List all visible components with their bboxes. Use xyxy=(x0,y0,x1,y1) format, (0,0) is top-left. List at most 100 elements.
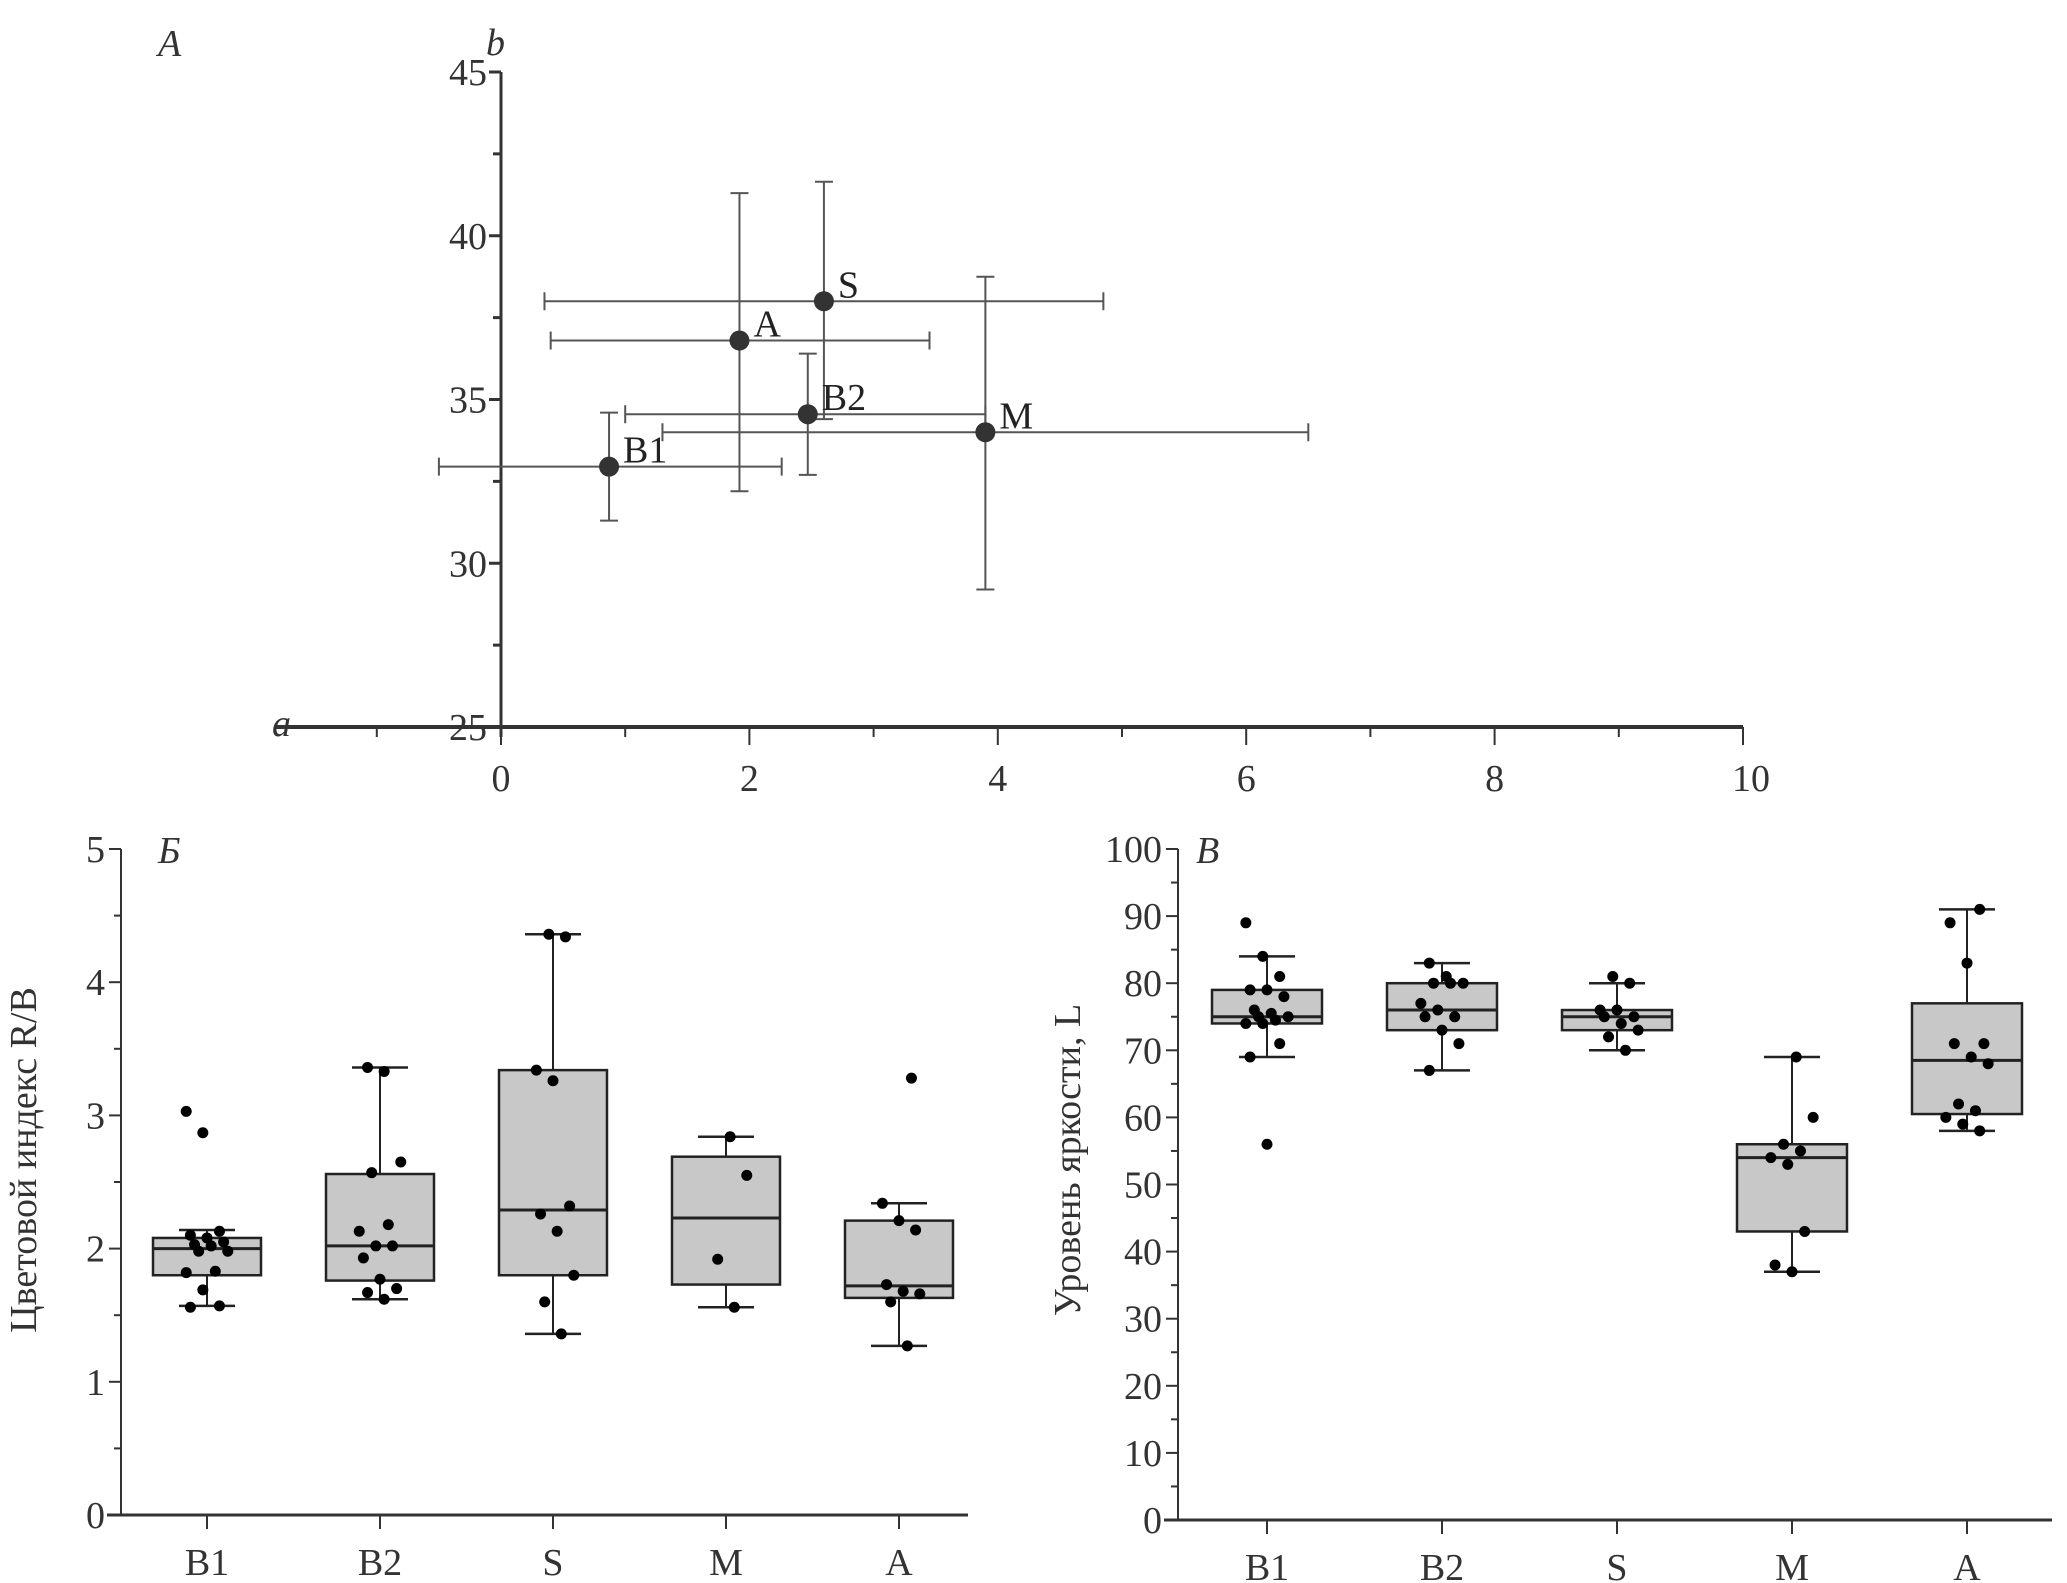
data-point xyxy=(1257,950,1269,962)
panel-c-axes: 0 10 20 30 40 50 60 70 80 90 100 B1 B2 S M A xyxy=(1105,829,2052,1583)
data-point xyxy=(1790,1051,1802,1063)
point-label: S xyxy=(838,264,859,306)
data-point xyxy=(1282,1011,1294,1023)
data-point xyxy=(881,1279,893,1291)
data-point xyxy=(1961,957,1973,969)
y-axis-title-b: Цветовой индекс R/B xyxy=(3,987,45,1333)
x-tick-label: 0 xyxy=(492,758,511,800)
data-point xyxy=(1453,1038,1465,1050)
data-point xyxy=(1436,1024,1448,1036)
data-point xyxy=(551,1225,563,1237)
data-point xyxy=(1449,1011,1461,1023)
data-point-s: S xyxy=(543,180,1105,421)
y-tick-label: 80 xyxy=(1124,963,1162,1005)
data-point xyxy=(222,1245,234,1257)
data-point xyxy=(530,1064,542,1076)
data-point xyxy=(539,1296,551,1308)
data-point xyxy=(374,1273,386,1285)
x-tick-label: B2 xyxy=(1420,1547,1464,1583)
x-tick-label: B1 xyxy=(1245,1547,1289,1583)
data-point xyxy=(197,1284,209,1296)
scatter-marker xyxy=(797,404,818,425)
data-point xyxy=(1274,970,1286,982)
data-point xyxy=(391,1283,403,1295)
scatter-marker xyxy=(729,330,750,351)
scatter-marker xyxy=(813,291,834,312)
data-point xyxy=(1965,1051,1977,1063)
y-tick-label: 25 xyxy=(449,707,487,749)
data-point xyxy=(905,1072,917,1084)
panel-c-data xyxy=(1210,903,2024,1278)
panel-b-boxplot: Б Цветовой индекс R/B 0 1 2 3 4 5 B1 B2 S M A xyxy=(3,829,968,1583)
y-tick-label: 20 xyxy=(1124,1366,1162,1408)
y-tick-label: 90 xyxy=(1124,896,1162,938)
panel-a-axes: 25 30 35 40 45 0 2 4 6 8 10 xyxy=(275,52,1770,800)
data-point xyxy=(741,1169,753,1181)
x-tick-label: 4 xyxy=(988,758,1007,800)
data-point xyxy=(213,1300,225,1312)
y-tick-label: 45 xyxy=(449,52,487,94)
data-point-a: A xyxy=(549,192,931,493)
box-iqr xyxy=(670,1155,782,1286)
data-point xyxy=(1607,970,1619,982)
data-point xyxy=(1274,1038,1286,1050)
y-axis-label-b: b xyxy=(486,22,505,64)
data-point xyxy=(559,931,571,943)
data-point xyxy=(197,1127,209,1139)
box-b2 xyxy=(324,1061,436,1305)
box-s xyxy=(497,928,609,1340)
y-tick-label: 30 xyxy=(449,543,487,585)
y-tick-label: 40 xyxy=(1124,1232,1162,1274)
x-tick-label: S xyxy=(1606,1547,1627,1583)
data-point xyxy=(1794,1145,1806,1157)
data-point xyxy=(1261,1138,1273,1150)
point-label: B2 xyxy=(822,377,866,419)
data-point xyxy=(1423,1064,1435,1076)
point-label: M xyxy=(999,395,1033,437)
data-point xyxy=(205,1240,217,1252)
data-point xyxy=(547,1075,559,1087)
data-point xyxy=(568,1269,580,1281)
data-point xyxy=(893,1215,905,1227)
x-tick-label: B2 xyxy=(358,1542,402,1583)
data-point xyxy=(1278,991,1290,1003)
data-point xyxy=(1978,1038,1990,1050)
x-axis-label-a: a xyxy=(272,703,291,745)
x-tick-label: 8 xyxy=(1485,758,1504,800)
data-point xyxy=(1944,917,1956,929)
data-point xyxy=(555,1328,567,1340)
x-tick-label: S xyxy=(542,1542,563,1583)
data-point xyxy=(1807,1111,1819,1123)
x-tick-label: 6 xyxy=(1237,758,1256,800)
panel-a-data: B1 A S B2 M xyxy=(437,180,1310,591)
data-point xyxy=(218,1236,230,1248)
data-point xyxy=(543,928,555,940)
data-point xyxy=(1982,1058,1994,1070)
data-point xyxy=(193,1245,205,1257)
y-tick-label: 60 xyxy=(1124,1097,1162,1139)
data-point xyxy=(1432,1004,1444,1016)
data-point xyxy=(1257,1017,1269,1029)
data-point xyxy=(1969,1105,1981,1117)
y-tick-label: 0 xyxy=(1143,1500,1162,1542)
data-point xyxy=(357,1252,369,1264)
data-point-m: M xyxy=(661,275,1310,591)
data-point xyxy=(1423,957,1435,969)
box-iqr xyxy=(497,1068,609,1277)
box-a xyxy=(1910,903,2024,1137)
panel-b-axes: 0 1 2 3 4 5 B1 B2 S M A xyxy=(86,829,968,1583)
x-tick-label: M xyxy=(709,1542,743,1583)
data-point xyxy=(378,1065,390,1077)
box-b1 xyxy=(1210,917,1324,1150)
data-point xyxy=(885,1296,897,1308)
data-point xyxy=(1244,1051,1256,1063)
data-point xyxy=(378,1293,390,1305)
y-axis-title-c: Уровень яркости, L xyxy=(1047,1004,1089,1316)
data-point xyxy=(897,1285,909,1297)
data-point xyxy=(1624,977,1636,989)
box-iqr xyxy=(324,1172,436,1282)
data-point xyxy=(1428,977,1440,989)
data-point xyxy=(564,1200,576,1212)
x-tick-label: M xyxy=(1775,1547,1809,1583)
box-m xyxy=(670,1131,782,1313)
